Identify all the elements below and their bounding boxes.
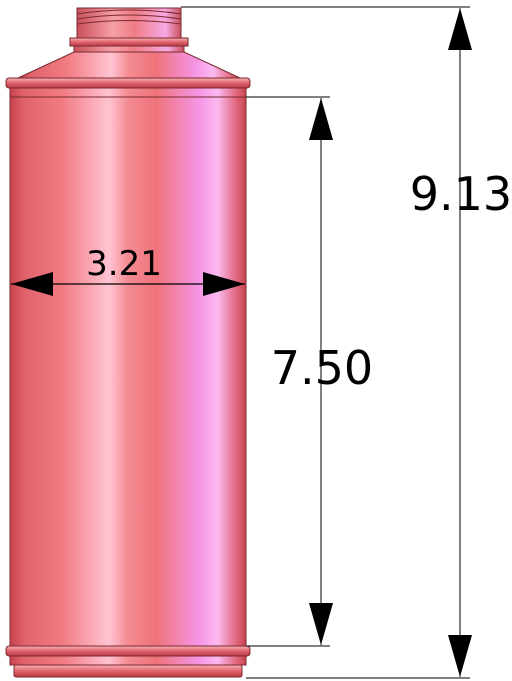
arrowhead-right <box>203 272 245 296</box>
bottle-shoulder <box>17 51 241 79</box>
arrowhead-up <box>309 98 333 140</box>
body-height-label: 7.50 <box>271 341 373 395</box>
body-height-dimension: 7.50 <box>246 96 373 647</box>
overall-height-dimension: 9.13 <box>181 6 512 679</box>
arrowhead-down <box>448 635 472 677</box>
arrowhead-down <box>309 603 333 645</box>
bottle-top-ring <box>5 77 251 98</box>
body-diameter-label: 3.21 <box>86 244 162 284</box>
overall-height-label: 9.13 <box>410 167 512 221</box>
arrowhead-up <box>448 8 472 50</box>
bottle <box>5 7 251 678</box>
body-diameter-dimension: 3.21 <box>11 244 245 296</box>
bottle-body <box>9 96 247 647</box>
bottle-bottom-ring <box>5 645 251 678</box>
bottle-neck-finish <box>69 7 189 53</box>
arrowhead-left <box>11 272 53 296</box>
